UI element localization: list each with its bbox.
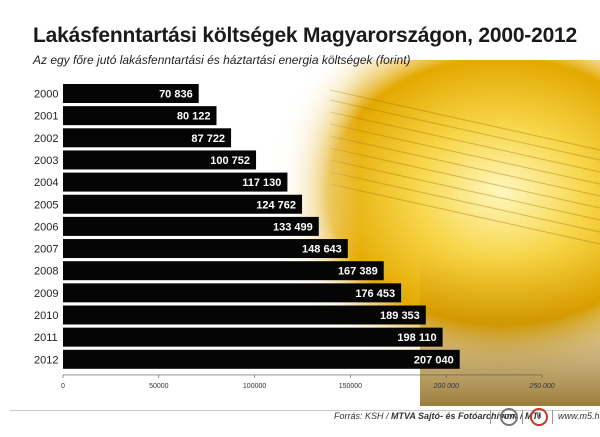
mtva-logo: MTVA bbox=[500, 408, 518, 426]
y-tick-label: 2009 bbox=[34, 288, 58, 300]
footer-separator bbox=[490, 410, 491, 424]
chart-title: Lakásfenntartási költségek Magyarországo… bbox=[33, 24, 578, 47]
bar bbox=[63, 239, 348, 259]
source-text: Forrás: KSH / bbox=[334, 411, 392, 421]
bar bbox=[63, 261, 384, 281]
bar bbox=[63, 305, 426, 325]
y-tick-label: 2001 bbox=[34, 111, 58, 123]
footer-separator bbox=[552, 410, 553, 424]
data-label: 198 110 bbox=[397, 332, 436, 344]
footer bbox=[0, 406, 600, 437]
x-tick-label: 200 000 bbox=[433, 383, 459, 390]
footer-separator bbox=[522, 410, 523, 424]
chart-subtitle: Az egy főre jutó lakásfenntartási és ház… bbox=[33, 53, 411, 67]
data-label: 124 762 bbox=[256, 199, 296, 211]
bar bbox=[63, 283, 402, 303]
y-tick-label: 2006 bbox=[34, 221, 58, 233]
source-bold-text: MTVA Sajtó- és Fotóarchívum / MTI bbox=[391, 411, 541, 421]
bar bbox=[63, 172, 288, 192]
data-label: 87 722 bbox=[191, 133, 225, 145]
y-tick-label: 2011 bbox=[34, 332, 58, 344]
data-label: 80 122 bbox=[177, 111, 211, 123]
y-tick-label: 2003 bbox=[34, 155, 58, 167]
website-link[interactable]: www.m5.hu bbox=[558, 411, 600, 421]
bar bbox=[63, 84, 199, 103]
source-credit: Forrás: KSH / MTVA Sajtó- és Fotóarchívu… bbox=[334, 411, 541, 421]
data-label: 100 752 bbox=[210, 155, 250, 167]
data-label: 70 836 bbox=[159, 89, 193, 101]
y-tick-label: 2007 bbox=[34, 244, 58, 256]
data-label: 148 643 bbox=[302, 244, 342, 256]
y-tick-label: 2004 bbox=[34, 177, 58, 189]
data-label: 133 499 bbox=[273, 221, 313, 233]
x-tick-label: 100000 bbox=[243, 383, 266, 390]
data-label: 207 040 bbox=[414, 354, 454, 366]
y-tick-label: 2002 bbox=[34, 133, 58, 145]
data-label: 176 453 bbox=[355, 288, 395, 300]
y-tick-label: 2012 bbox=[34, 354, 58, 366]
bar bbox=[63, 349, 460, 369]
y-tick-label: 2010 bbox=[34, 310, 58, 322]
footer-divider bbox=[10, 410, 590, 411]
data-label: 167 389 bbox=[338, 266, 378, 278]
y-tick-label: 2005 bbox=[34, 199, 58, 211]
m-channel-logo: M bbox=[530, 408, 548, 426]
bar bbox=[63, 106, 217, 126]
bar bbox=[63, 327, 443, 347]
x-tick-label: 250 000 bbox=[528, 383, 554, 390]
bar bbox=[63, 150, 257, 170]
bar bbox=[63, 194, 303, 214]
data-label: 189 353 bbox=[380, 310, 420, 322]
x-tick-label: 150000 bbox=[339, 383, 362, 390]
bar bbox=[63, 128, 232, 148]
x-tick-label: 50000 bbox=[149, 383, 169, 390]
x-tick-label: 0 bbox=[61, 383, 65, 390]
y-tick-label: 2000 bbox=[34, 89, 58, 101]
y-tick-label: 2008 bbox=[34, 266, 58, 278]
data-label: 117 130 bbox=[242, 177, 281, 189]
bar bbox=[63, 216, 319, 236]
